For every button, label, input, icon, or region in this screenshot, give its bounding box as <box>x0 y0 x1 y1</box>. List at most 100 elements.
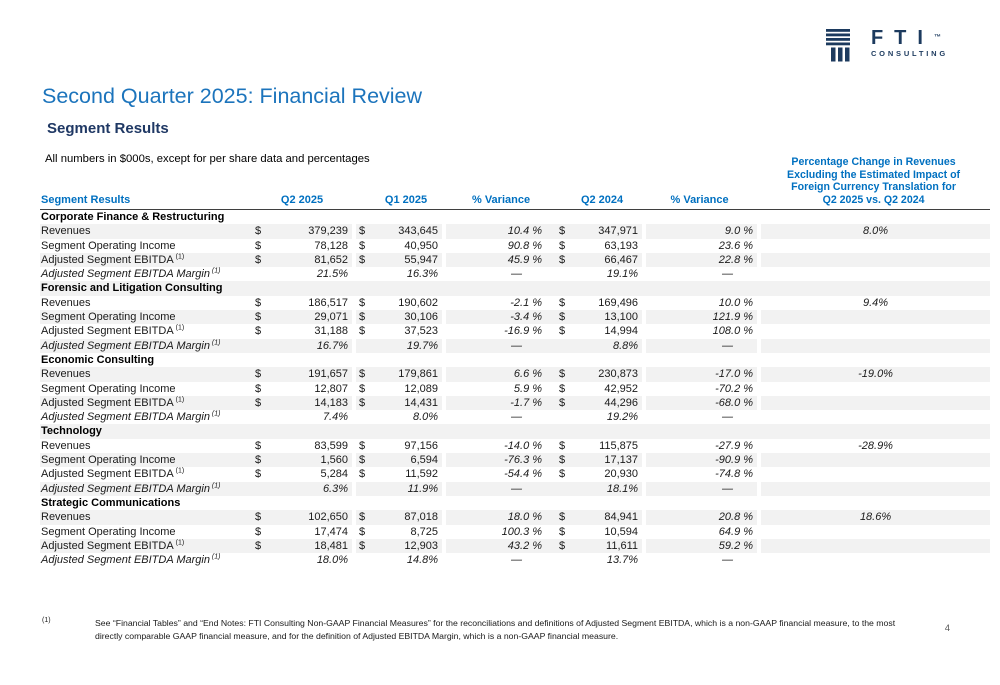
metric-label: Adjusted Segment EBITDA (1) <box>40 252 252 268</box>
logo-letters: FTI™ <box>870 27 941 49</box>
variance-qoq: -76.3 % <box>442 453 547 468</box>
logo-consulting-label: CONSULTING <box>870 49 948 58</box>
footnote-marker: (1) <box>42 617 51 624</box>
dollar-sign-q2-2025 <box>252 267 268 281</box>
variance-qoq: — <box>442 338 547 353</box>
dollar-sign-q2-2024 <box>546 338 563 353</box>
fx-adjusted-change <box>757 410 990 425</box>
value-q2-2024: 84,941 <box>562 510 643 525</box>
data-row: Adjusted Segment EBITDA Margin (1) 18.0% 1… <box>40 553 990 568</box>
dollar-sign-q1-2025 <box>352 553 372 568</box>
data-row: Segment Operating Income $12,807 $12,089 5.… <box>40 381 990 396</box>
value-q2-2025: 78,128 <box>314 239 349 252</box>
value-q1-2025: 179,861 <box>372 367 443 382</box>
variance-yoy: 108.0 % <box>642 324 757 339</box>
variance-qoq: -14.0 % <box>442 438 546 454</box>
metric-label: Adjusted Segment EBITDA Margin (1) <box>41 553 221 567</box>
value-q1-2025: 12,903 <box>372 538 443 554</box>
variance-yoy: 23.6 % <box>642 238 757 253</box>
dollar-sign-q2-2024: $ <box>559 382 566 395</box>
variance-yoy: — <box>642 553 757 568</box>
value-q1-2025: 11.9% <box>372 481 443 496</box>
data-row: Segment Operating Income $17,474 $8,725 100… <box>40 524 990 539</box>
dollar-sign-q2-2024: $ <box>546 538 565 554</box>
value-q2-2025: 17,474 <box>314 525 349 538</box>
metric-label: Segment Operating Income <box>41 382 176 395</box>
dollar-sign-q2-2025 <box>252 338 268 353</box>
value-q2-2025: 1,560 <box>268 453 353 468</box>
dollar-sign-q2-2025: $ <box>255 525 262 538</box>
segment-name: Economic Consulting <box>41 353 155 366</box>
value-q1-2025: 14,431 <box>372 395 443 411</box>
dollar-sign-q1-2025: $ <box>352 438 372 454</box>
data-row: Adjusted Segment EBITDA Margin (1) 6.3% 11… <box>40 481 991 496</box>
dollar-sign-q2-2025: $ <box>255 439 262 452</box>
value-q2-2024: 63,193 <box>604 239 639 252</box>
fti-column-icon <box>825 28 862 67</box>
dollar-sign-q1-2025 <box>352 267 372 282</box>
variance-qoq: -1.7 % <box>442 395 547 411</box>
segment-name: Forensic and Litigation Consulting <box>40 281 991 296</box>
metric-label: Adjusted Segment EBITDA Margin (1) <box>40 338 252 353</box>
fx-adjusted-change: 18.6% <box>757 510 991 525</box>
value-q2-2025: 102,650 <box>268 510 353 525</box>
variance-qoq: — <box>442 410 546 425</box>
segment-header-row: Corporate Finance & Restructuring <box>40 210 990 224</box>
metric-label: Adjusted Segment EBITDA Margin (1) <box>40 481 252 496</box>
dollar-sign-q1-2025: $ <box>352 224 373 239</box>
dollar-sign-q1-2025: $ <box>352 510 373 525</box>
value-q1-2025: 19.7% <box>372 338 443 353</box>
value-q2-2025: 31,188 <box>314 325 349 338</box>
dollar-sign-q2-2024: $ <box>546 510 565 525</box>
variance-qoq: -16.9 % <box>442 324 546 339</box>
dollar-sign-q2-2025: $ <box>252 310 268 325</box>
data-row: Adjusted Segment EBITDA Margin (1) 21.5% 1… <box>40 267 990 282</box>
metric-label: Adjusted Segment EBITDA (1) <box>41 324 185 338</box>
value-q2-2025: 6.3% <box>268 481 353 496</box>
value-q2-2024: 18.1% <box>562 481 643 496</box>
dollar-sign-q1-2025 <box>352 338 373 353</box>
variance-qoq: 5.9 % <box>442 381 546 396</box>
segment-name: Corporate Finance & Restructuring <box>41 211 225 223</box>
variance-qoq: -2.1 % <box>442 295 546 311</box>
metric-label: Revenues <box>40 224 252 239</box>
dollar-sign-q2-2025: $ <box>252 367 268 382</box>
dollar-sign-q1-2025 <box>352 410 372 425</box>
data-row: Adjusted Segment EBITDA (1) $5,284 $11,592… <box>40 467 990 482</box>
column-header-variance-qoq: % Variance <box>442 156 547 210</box>
dollar-sign-q2-2024: $ <box>546 395 565 411</box>
value-q1-2025: 343,645 <box>372 224 443 239</box>
data-row: Revenues $191,657 $179,861 6.6 % $230,873 -17… <box>40 367 991 382</box>
variance-qoq: -3.4 % <box>442 310 547 325</box>
variance-qoq: 6.6 % <box>442 367 547 382</box>
dollar-sign-q2-2024: $ <box>559 439 566 452</box>
metric-label: Adjusted Segment EBITDA Margin (1) <box>41 267 221 281</box>
value-q2-2025: 18,481 <box>268 538 353 554</box>
data-row: Adjusted Segment EBITDA (1) $81,652 $55,94… <box>40 252 991 268</box>
fti-consulting-logo: FTI™ CONSULTING <box>825 27 948 67</box>
value-q2-2024: 20,930 <box>604 468 639 481</box>
variance-yoy: 9.0 % <box>642 224 758 239</box>
dollar-sign-q2-2025: $ <box>255 325 262 338</box>
value-q1-2025: 12,089 <box>404 382 439 395</box>
dollar-sign-q1-2025: $ <box>352 524 372 539</box>
fx-adjusted-change <box>757 524 990 539</box>
dollar-sign-q2-2024: $ <box>559 239 566 252</box>
segment-results-table: Segment Results Q2 2025 Q1 2025 % Varian… <box>40 156 991 568</box>
value-q2-2025: 83,599 <box>314 439 349 452</box>
fx-adjusted-change <box>757 467 990 482</box>
value-q1-2025: 8.0% <box>412 411 439 424</box>
data-row: Revenues $379,239 $343,645 10.4 % $347,971 9.… <box>40 224 991 239</box>
data-row: Revenues $186,517 $190,602 -2.1 % $169,496 10… <box>40 295 990 311</box>
value-q2-2024: 10,594 <box>604 525 639 538</box>
fx-adjusted-change <box>757 267 990 282</box>
metric-label: Adjusted Segment EBITDA Margin (1) <box>41 410 221 424</box>
value-q2-2024: 42,952 <box>604 382 639 395</box>
variance-qoq: -54.4 % <box>442 467 546 482</box>
value-q2-2025: 12,807 <box>314 382 349 395</box>
variance-yoy: -70.2 % <box>642 381 757 396</box>
value-q1-2025: 190,602 <box>398 296 439 309</box>
value-q2-2024: 19.2% <box>606 411 639 424</box>
fx-adjusted-change <box>757 324 990 339</box>
dollar-sign-q2-2025: $ <box>255 296 262 309</box>
